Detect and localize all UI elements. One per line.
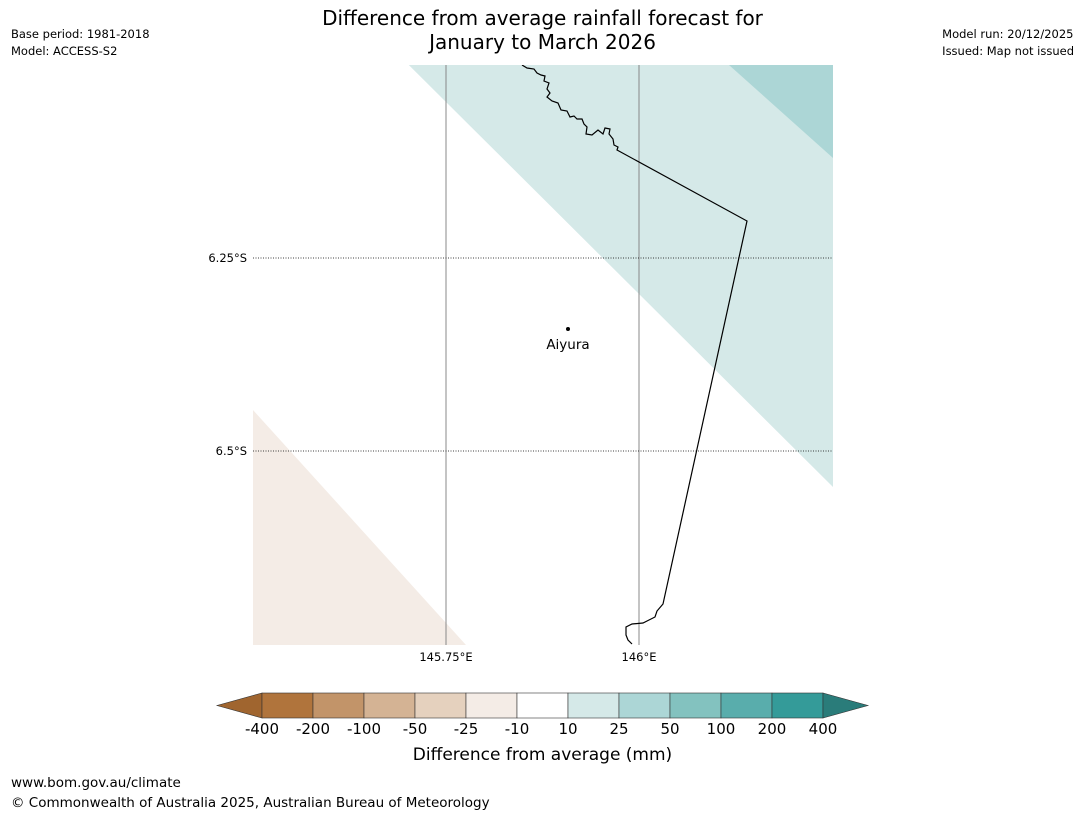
model-run-text: Model run: 20/12/2025 — [942, 27, 1074, 41]
footer-url: www.bom.gov.au/climate — [11, 775, 181, 791]
meta-left: Base period: 1981-2018 Model: ACCESS-S2 — [11, 26, 150, 60]
colorbar-tick: -25 — [453, 720, 479, 738]
meta-right: Model run: 20/12/2025 Issued: Map not is… — [942, 26, 1074, 60]
colorbar-tick: -100 — [346, 720, 382, 738]
colorbar-swatch — [312, 692, 365, 719]
colorbar-swatch — [771, 692, 824, 719]
issued-text: Issued: Map not issued — [942, 44, 1074, 58]
colorbar-tick-labels: -400 -200 -100 -50 -25 -10 10 25 50 100 … — [0, 720, 1085, 740]
colorbar — [215, 692, 870, 719]
colorbar-swatch — [618, 692, 671, 719]
model-text: Model: ACCESS-S2 — [11, 44, 118, 58]
colorbar-tick: 100 — [706, 720, 736, 738]
colorbar-title: Difference from average (mm) — [412, 745, 673, 765]
base-period-text: Base period: 1981-2018 — [11, 27, 150, 41]
zone-light-brown — [253, 410, 466, 645]
colorbar-swatch — [669, 692, 722, 719]
colorbar-swatch — [414, 692, 467, 719]
lat-label-6-25: 6.25°S — [208, 251, 247, 265]
colorbar-swatch — [465, 692, 518, 719]
place-label: Aiyura — [546, 337, 589, 353]
lon-label-145-75: 145.75°E — [419, 650, 472, 664]
place-marker-aiyura — [566, 327, 570, 331]
colorbar-swatch — [363, 692, 416, 719]
border-coastline — [521, 65, 748, 645]
map-area — [253, 65, 833, 645]
lat-label-6-5: 6.5°S — [216, 444, 247, 458]
zone-mid-teal — [729, 65, 833, 158]
colorbar-tick: 400 — [808, 720, 838, 738]
colorbar-swatch — [516, 692, 569, 719]
title-line-1: Difference from average rainfall forecas… — [322, 6, 763, 30]
colorbar-tick: -10 — [504, 720, 530, 738]
colorbar-swatch — [567, 692, 620, 719]
colorbar-extend-low — [215, 692, 263, 719]
title-line-2: January to March 2026 — [429, 30, 656, 54]
colorbar-swatch — [261, 692, 314, 719]
footer-copyright: © Commonwealth of Australia 2025, Austra… — [11, 795, 490, 811]
map-title: Difference from average rainfall forecas… — [0, 6, 1085, 54]
colorbar-tick: -400 — [244, 720, 280, 738]
colorbar-tick: 200 — [757, 720, 787, 738]
colorbar-tick: 50 — [660, 720, 680, 738]
colorbar-swatch — [720, 692, 773, 719]
colorbar-extend-high — [822, 692, 870, 719]
colorbar-tick: -50 — [402, 720, 428, 738]
colorbar-tick: -200 — [295, 720, 331, 738]
lon-label-146: 146°E — [622, 650, 657, 664]
location-dot-icon — [566, 327, 570, 331]
colorbar-tick: 25 — [609, 720, 629, 738]
zone-light-teal — [387, 65, 833, 487]
colorbar-tick: 10 — [558, 720, 578, 738]
